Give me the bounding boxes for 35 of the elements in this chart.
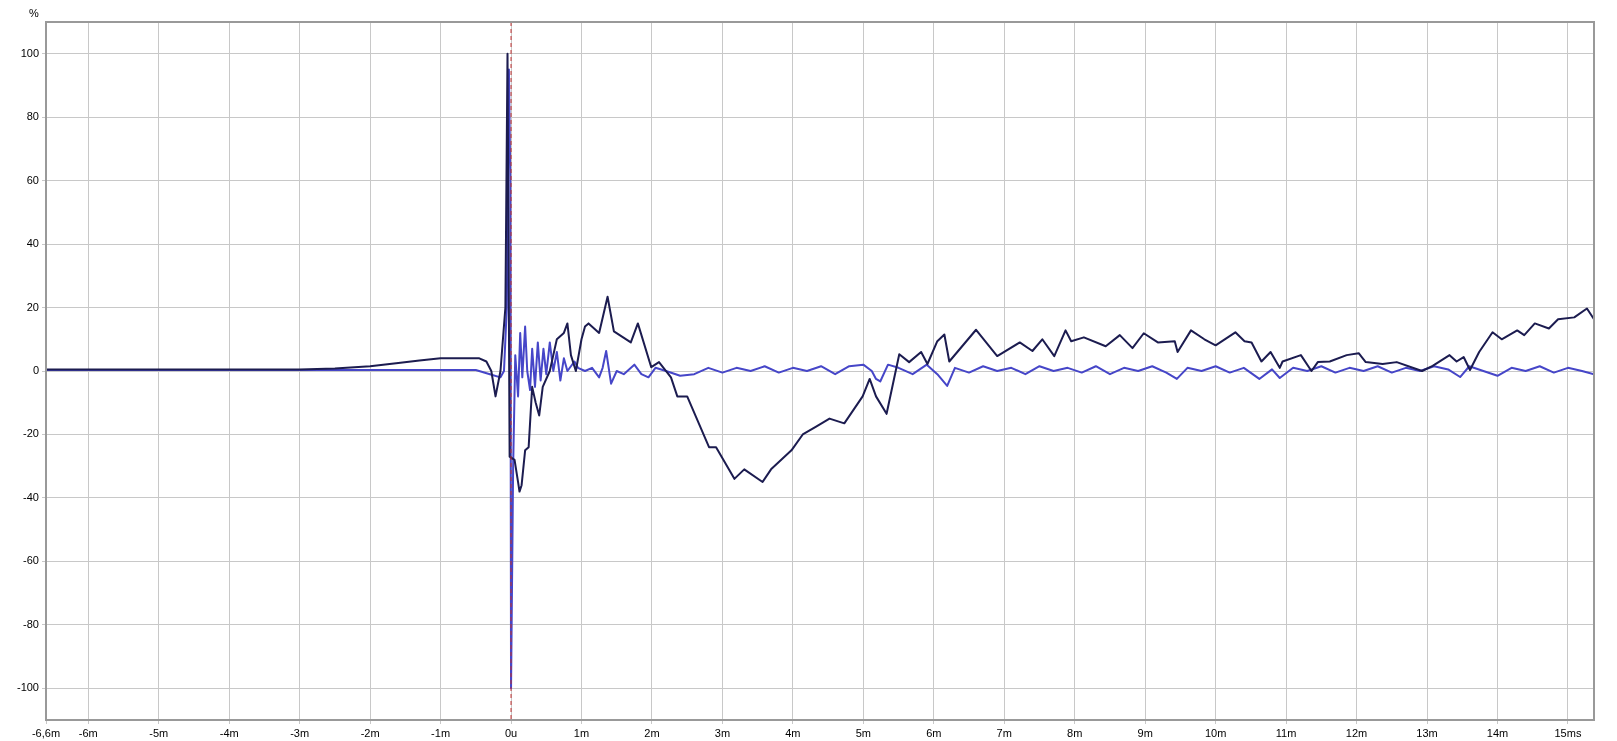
x-tick-label: -1m <box>431 726 451 739</box>
x-tick-label: 0u <box>504 726 518 739</box>
x-tick-label: 12m <box>1345 726 1368 739</box>
x-tick-label: 5m <box>855 726 871 739</box>
y-tick-label: -60 <box>23 554 39 567</box>
x-tick-label: 6m <box>926 726 942 739</box>
y-tick-label: -20 <box>23 427 39 440</box>
x-tick-label: -6,6m <box>31 726 61 739</box>
y-axis-title: % <box>29 6 40 19</box>
x-tick-label: -3m <box>290 726 310 739</box>
x-tick-label: 15ms <box>1554 726 1582 739</box>
x-tick-label: -5m <box>149 726 169 739</box>
y-tick-label: 80 <box>26 110 39 123</box>
y-tick-label: -100 <box>16 681 39 694</box>
y-tick-label: 0 <box>32 364 39 377</box>
y-tick-label: -40 <box>23 490 39 503</box>
y-tick-label: -80 <box>23 617 39 630</box>
y-tick-label: 40 <box>26 237 39 250</box>
x-tick-label: 9m <box>1137 726 1153 739</box>
x-tick-label: 13m <box>1416 726 1438 739</box>
x-tick-label: -6m <box>78 726 98 739</box>
x-tick-label: 11m <box>1275 726 1297 739</box>
x-tick-label: 4m <box>785 726 801 739</box>
x-tick-label: 7m <box>996 726 1012 739</box>
x-tick-label: 3m <box>714 726 731 739</box>
x-tick-label: 10m <box>1204 726 1227 739</box>
x-tick-label: -4m <box>219 726 239 739</box>
x-tick-label: 1m <box>573 726 590 739</box>
x-tick-label: 14m <box>1486 726 1509 739</box>
y-tick-label: 20 <box>26 300 39 313</box>
x-tick-label: 2m <box>644 726 660 739</box>
x-tick-label: -2m <box>360 726 380 739</box>
y-tick-label: 60 <box>26 173 39 186</box>
x-tick-label: 8m <box>1067 726 1083 739</box>
y-tick-label: 100 <box>20 46 39 59</box>
